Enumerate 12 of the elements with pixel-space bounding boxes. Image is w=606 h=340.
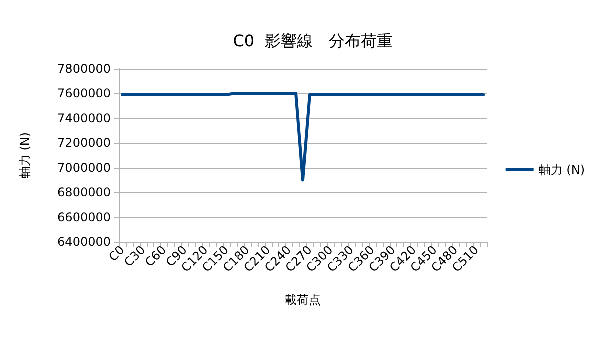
y-tick-label: 6600000 bbox=[58, 210, 111, 224]
y-tick-label: 7000000 bbox=[58, 160, 111, 175]
legend-label: 軸力 (N) bbox=[538, 163, 585, 177]
y-tick-label: 7200000 bbox=[58, 136, 111, 150]
y-tick-label: 7400000 bbox=[58, 111, 111, 126]
x-axis-title: 載荷点 bbox=[285, 293, 321, 307]
y-tick-label: 6400000 bbox=[58, 235, 111, 249]
y-tick-label: 6800000 bbox=[58, 186, 111, 200]
chart-title: C0 影響線 分布荷重 bbox=[233, 32, 393, 50]
y-axis-title: 軸力 (N) bbox=[18, 132, 32, 179]
y-tick-label: 7600000 bbox=[58, 86, 111, 101]
y-tick-label: 7800000 bbox=[58, 62, 111, 76]
